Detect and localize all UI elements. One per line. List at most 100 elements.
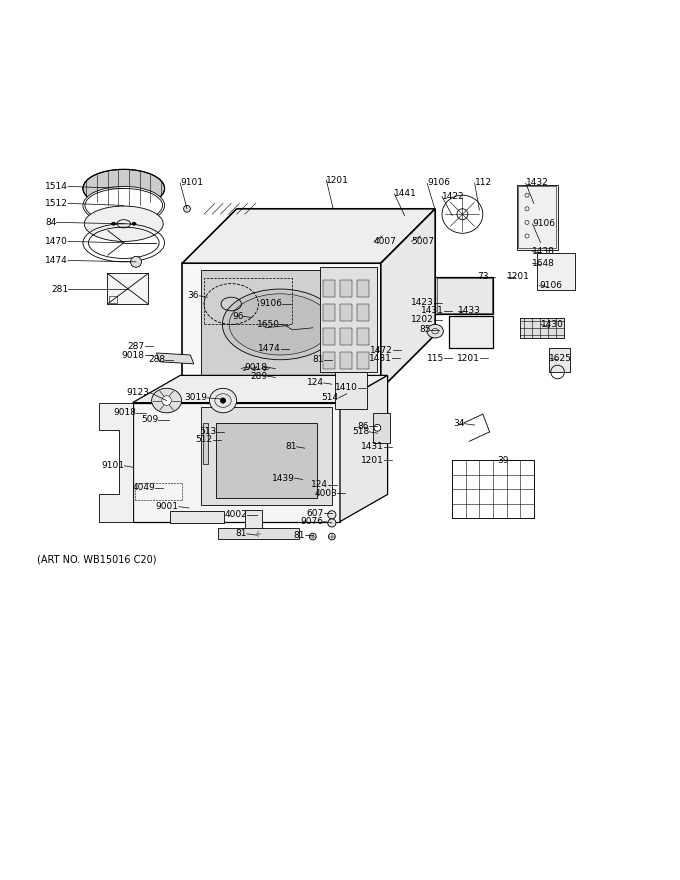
Bar	[323, 352, 335, 369]
Ellipse shape	[84, 206, 163, 241]
Text: 1431: 1431	[369, 354, 392, 363]
Text: 1432: 1432	[526, 179, 548, 187]
Text: 85: 85	[419, 326, 430, 334]
Ellipse shape	[255, 531, 262, 537]
Bar	[335, 372, 367, 409]
Ellipse shape	[328, 510, 336, 519]
Text: 81: 81	[312, 356, 324, 364]
Bar	[216, 423, 317, 498]
Text: 39: 39	[497, 456, 509, 465]
Text: 9076: 9076	[301, 517, 324, 526]
Text: 4002: 4002	[224, 510, 247, 519]
Bar	[340, 304, 352, 321]
Text: 9101: 9101	[101, 461, 124, 470]
Ellipse shape	[184, 205, 190, 212]
Bar	[357, 304, 369, 321]
Text: 34: 34	[453, 419, 464, 429]
Text: 9123: 9123	[126, 388, 150, 397]
Polygon shape	[520, 318, 564, 338]
Ellipse shape	[131, 256, 141, 268]
Ellipse shape	[222, 289, 338, 360]
Bar	[323, 327, 335, 345]
Text: 1201: 1201	[360, 456, 384, 465]
Bar	[357, 352, 369, 369]
Text: 5007: 5007	[411, 237, 435, 246]
Polygon shape	[133, 376, 388, 402]
Polygon shape	[156, 353, 194, 363]
Polygon shape	[218, 528, 299, 539]
Text: 287: 287	[128, 341, 145, 350]
Polygon shape	[133, 402, 340, 522]
Bar	[340, 280, 352, 297]
Text: 81: 81	[293, 531, 305, 539]
Text: 607: 607	[307, 509, 324, 518]
Ellipse shape	[83, 169, 165, 208]
Text: 4007: 4007	[374, 237, 397, 246]
Bar	[135, 483, 182, 500]
Bar	[203, 423, 208, 464]
Bar	[373, 413, 390, 444]
Text: 3019: 3019	[184, 393, 207, 402]
Text: 84: 84	[45, 218, 56, 227]
Bar	[449, 316, 493, 348]
Bar	[340, 327, 352, 345]
Text: 1431: 1431	[360, 443, 384, 451]
Polygon shape	[201, 270, 360, 378]
Text: 1470: 1470	[45, 237, 68, 246]
Polygon shape	[182, 209, 435, 263]
Bar	[518, 187, 556, 248]
Text: 36: 36	[188, 291, 199, 300]
Bar	[204, 278, 292, 325]
Text: 1202: 1202	[411, 315, 434, 324]
Bar	[170, 510, 224, 523]
Text: 1433: 1433	[458, 306, 481, 315]
Text: 4003: 4003	[314, 488, 337, 497]
Text: 9106: 9106	[539, 281, 562, 290]
Ellipse shape	[112, 223, 116, 225]
Polygon shape	[340, 376, 388, 522]
Text: 513: 513	[199, 428, 216, 436]
Text: 86: 86	[358, 422, 369, 431]
Text: 1441: 1441	[394, 189, 417, 198]
Text: 73: 73	[477, 272, 488, 282]
Ellipse shape	[83, 187, 165, 224]
Text: 281: 281	[51, 284, 68, 294]
Text: 1514: 1514	[45, 182, 68, 191]
Bar	[549, 348, 570, 372]
Ellipse shape	[427, 325, 443, 338]
Bar	[357, 327, 369, 345]
Text: 1625: 1625	[549, 354, 573, 363]
Bar	[452, 460, 534, 518]
Text: 288: 288	[148, 356, 165, 364]
Bar	[323, 304, 335, 321]
Bar	[517, 185, 558, 250]
Ellipse shape	[162, 396, 171, 406]
Text: 115: 115	[427, 354, 444, 363]
Bar	[320, 267, 377, 372]
Ellipse shape	[229, 294, 331, 355]
Bar	[245, 510, 262, 534]
Text: 9018: 9018	[113, 408, 136, 417]
Text: 4049: 4049	[133, 483, 155, 492]
Text: 81: 81	[285, 443, 296, 451]
Text: 1439: 1439	[271, 473, 294, 482]
Text: (ART NO. WB15016 C20): (ART NO. WB15016 C20)	[37, 554, 157, 564]
Polygon shape	[381, 209, 435, 389]
Ellipse shape	[152, 388, 182, 413]
Ellipse shape	[220, 398, 226, 403]
Bar	[537, 253, 575, 290]
Text: 289: 289	[250, 371, 267, 380]
Polygon shape	[99, 402, 133, 522]
Text: 9101: 9101	[180, 179, 203, 187]
Text: 1474: 1474	[46, 256, 68, 265]
Polygon shape	[201, 407, 332, 504]
Text: 1648: 1648	[532, 259, 556, 268]
Text: 1474: 1474	[258, 344, 281, 354]
Text: 1512: 1512	[45, 199, 68, 208]
Bar	[437, 278, 492, 312]
Text: 509: 509	[141, 415, 158, 424]
Text: 9018: 9018	[244, 363, 267, 371]
Text: 1422: 1422	[442, 192, 464, 201]
Ellipse shape	[309, 533, 316, 540]
Text: 1430: 1430	[541, 320, 564, 329]
